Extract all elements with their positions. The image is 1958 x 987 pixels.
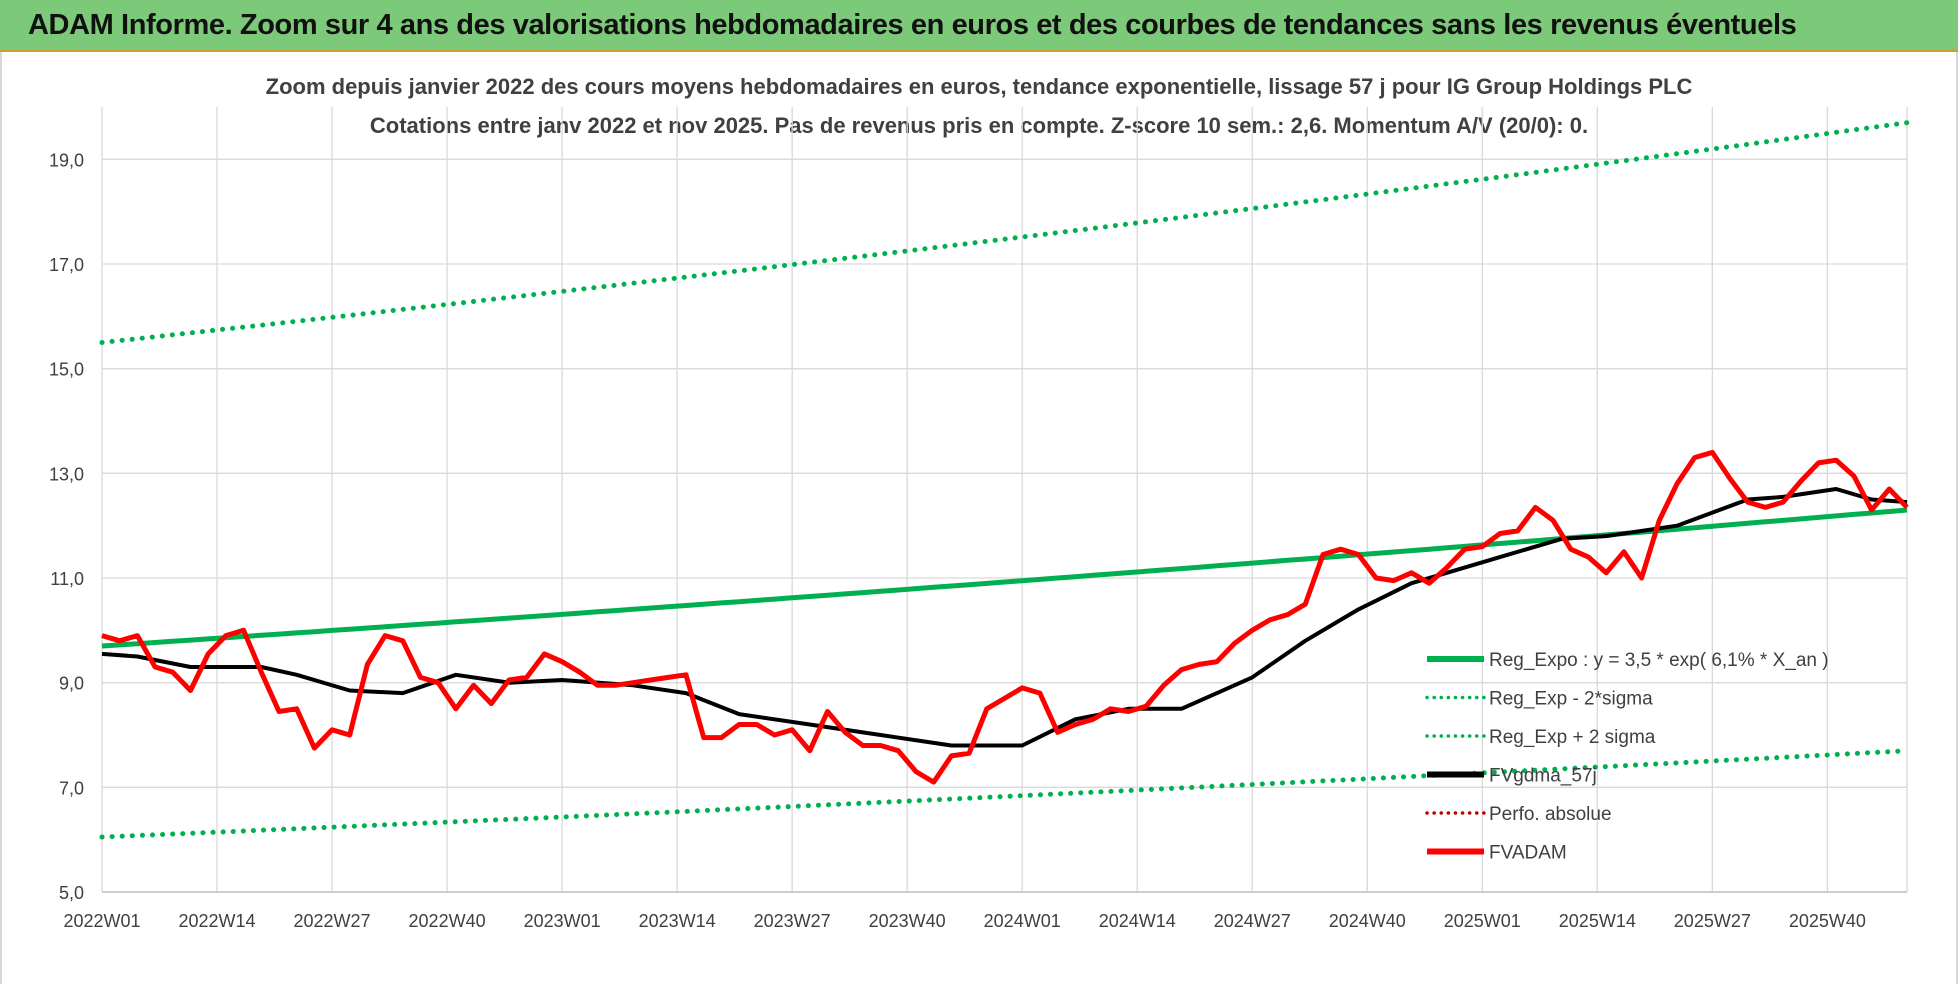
series-line-lo: [99, 748, 1910, 840]
x-tick-label: 2025W40: [1789, 911, 1866, 931]
y-axis: 5,0 7,0 9,0 11,0 13,0 15,0 17,0 19,0: [49, 150, 84, 903]
x-axis: 2022W01 2022W14 2022W27 2022W40 2023W01 2023W…: [63, 891, 1907, 931]
x-tick-label: 2024W14: [1099, 911, 1176, 931]
x-tick-label: 2023W27: [754, 911, 831, 931]
y-tick-label: 15,0: [49, 360, 84, 380]
x-tick-label: 2022W14: [178, 911, 255, 931]
y-tick-label: 5,0: [59, 883, 84, 903]
gridlines: [101, 107, 1908, 893]
legend-label: Reg_Exp + 2 sigma: [1489, 727, 1656, 748]
x-tick-label: 2022W27: [294, 911, 371, 931]
legend: Reg_Expo : y = 3,5 * exp( 6,1% * X_an ) R…: [1425, 650, 1829, 864]
x-tick-label: 2023W14: [639, 911, 716, 931]
report-banner: ADAM Informe. Zoom sur 4 ans des valoris…: [0, 0, 1958, 52]
legend-label: FVADAM: [1489, 843, 1567, 864]
legend-label: Reg_Exp - 2*sigma: [1489, 689, 1653, 710]
series-line-hi: [99, 120, 1910, 345]
x-tick-label: 2025W14: [1559, 911, 1636, 931]
chart-subtitle: Cotations entre janv 2022 et nov 2025. P…: [370, 113, 1588, 138]
y-tick-label: 17,0: [49, 255, 84, 275]
x-tick-label: 2025W27: [1674, 911, 1751, 931]
report-title: ADAM Informe. Zoom sur 4 ans des valoris…: [28, 9, 1797, 41]
x-tick-label: 2024W40: [1329, 911, 1406, 931]
x-tick-label: 2022W01: [63, 911, 140, 931]
legend-label: Perfo. absolue: [1489, 804, 1612, 825]
legend-label: FVgdma_57j: [1489, 766, 1597, 787]
x-tick-label: 2025W01: [1444, 911, 1521, 931]
series-line-fvadam: [101, 449, 1909, 785]
y-tick-label: 13,0: [49, 464, 84, 484]
x-tick-label: 2024W27: [1214, 911, 1291, 931]
legend-label: Reg_Expo : y = 3,5 * exp( 6,1% * X_an ): [1489, 650, 1829, 671]
x-tick-label: 2023W40: [869, 911, 946, 931]
y-tick-label: 19,0: [49, 150, 84, 170]
x-tick-label: 2022W40: [409, 911, 486, 931]
y-tick-label: 9,0: [59, 674, 84, 694]
chart-frame: Zoom depuis janvier 2022 des cours moyen…: [0, 52, 1958, 984]
series-group: [99, 120, 1910, 840]
line-chart: Zoom depuis janvier 2022 des cours moyen…: [49, 74, 1910, 931]
x-tick-label: 2023W01: [524, 911, 601, 931]
chart-title: Zoom depuis janvier 2022 des cours moyen…: [266, 74, 1693, 99]
y-tick-label: 7,0: [59, 778, 84, 798]
series-line-fvgdma: [101, 487, 1908, 748]
x-tick-label: 2024W01: [984, 911, 1061, 931]
y-tick-label: 11,0: [50, 569, 84, 589]
